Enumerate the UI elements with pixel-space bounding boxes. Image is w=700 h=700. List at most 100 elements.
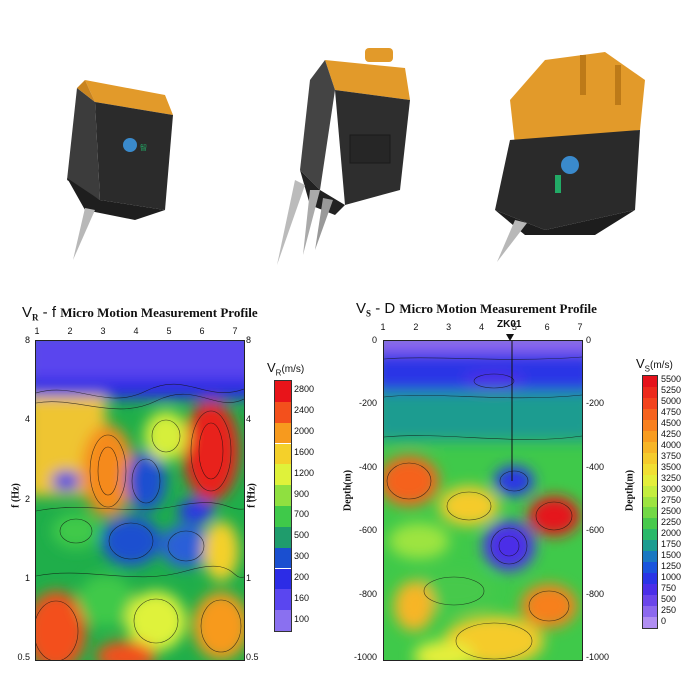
left-colorbar-segment [275,401,291,423]
left-colorbar-segment [275,589,291,611]
right-colorbar-label: 3250 [661,473,682,484]
right-colorbar-label: 2500 [661,505,682,516]
left-y-axis-label-right: f (Hz) [246,483,258,508]
left-top-tick: 5 [166,326,172,336]
right-colorbar-segment [643,430,657,442]
left-colorbar-label: 700 [294,509,310,520]
left-colorbar-label: 160 [294,592,310,603]
left-top-tick: 3 [100,326,106,336]
right-colorbar-label: 500 [661,593,677,604]
sensor-device-middle-image [265,40,415,270]
left-y-tick-right: 0.5 [246,652,259,662]
borehole-marker-icon [506,334,514,341]
left-top-tick: 4 [133,326,139,336]
right-y-tick: -1000 [353,652,377,662]
left-colorbar-segment [275,568,291,590]
right-colorbar-segment [643,397,657,409]
right-colorbar-segment [643,474,657,486]
left-y-tick: 2 [24,493,30,504]
right-colorbar-label: 4750 [661,407,682,418]
left-colorbar-title: VR(m/s) [267,360,305,378]
right-y-axis-label: Depth(m) [342,469,354,512]
right-colorbar-label: 1500 [661,549,682,560]
right-colorbar-label: 250 [661,604,677,615]
right-top-tick: 3 [446,322,452,332]
right-colorbar-segment [643,419,657,431]
right-colorbar-label: 1000 [661,571,682,582]
right-colorbar-label: 3500 [661,462,682,473]
right-y-tick-right: -200 [586,398,605,409]
left-y-tick-right: 1 [246,572,252,583]
right-top-tick: 1 [380,322,386,332]
right-colorbar-label: 0 [661,615,667,626]
right-y-tick-right: -600 [586,525,605,536]
right-colorbar-segment [643,463,657,475]
right-colorbar-label: 4500 [661,418,682,429]
left-colorbar-label: 100 [294,613,310,624]
right-y-tick: -800 [358,588,377,599]
left-colorbar-label: 2400 [294,405,315,416]
left-y-tick: 0.5 [17,652,30,662]
right-y-tick: -400 [358,461,377,472]
left-colorbar-label: 2800 [294,384,315,395]
right-colorbar-segment [643,376,657,387]
left-colorbar-label: 1600 [294,446,315,457]
right-colorbar-segment [643,441,657,453]
right-colorbar-label: 1750 [661,538,682,549]
right-colorbar-label: 3750 [661,451,682,462]
left-colorbar-label: 900 [294,488,310,499]
right-top-tick: 4 [478,322,485,332]
left-colorbar-label: 300 [294,551,310,562]
right-colorbar [642,375,658,629]
right-contour-plot [383,340,583,661]
right-colorbar-label: 5500 [661,374,682,385]
right-colorbar-label: 4250 [661,429,682,440]
right-colorbar-label: 1250 [661,560,682,571]
right-colorbar-segment [643,518,657,530]
right-y-tick-right: -800 [586,588,605,599]
right-y-tick-right: -1000 [586,652,610,662]
right-top-tick: 2 [413,322,419,332]
right-colorbar-segment [643,584,657,596]
right-y-tick: 0 [371,335,377,345]
right-top-tick: 5 [511,322,517,332]
right-y-tick-right: 0 [586,335,592,345]
left-y-tick-right: 8 [246,335,252,345]
right-colorbar-segment [643,496,657,508]
left-colorbar-segment [275,443,291,465]
right-y-tick-right: -400 [586,461,605,472]
left-colorbar [274,380,292,632]
right-colorbar-segment [643,617,657,628]
left-colorbar-label: 2000 [294,426,315,437]
left-chart-title: VR - f Micro Motion Measurement Profile [22,304,258,323]
left-top-tick: 2 [67,326,73,336]
right-top-tick: 6 [544,322,550,332]
right-colorbar-segment [643,540,657,552]
right-colorbar-label: 2250 [661,516,682,527]
left-top-tick: 1 [34,326,40,336]
right-colorbar-label: 5250 [661,385,682,396]
left-colorbar-label: 200 [294,571,310,582]
sensor-device-right-image [485,40,655,270]
left-colorbar-segment [275,506,291,527]
right-y-axis-label-right: Depth(m) [624,469,636,512]
right-y-tick: -200 [358,398,377,409]
left-y-tick-right: 4 [246,414,252,425]
right-colorbar-segment [643,573,657,585]
right-colorbar-segment [643,529,657,541]
right-top-tick: 7 [577,322,583,332]
right-colorbar-label: 750 [661,582,677,593]
left-colorbar-segment [275,485,291,506]
right-colorbar-segment [643,551,657,563]
left-y-tick: 8 [24,335,30,345]
sensor-device-left-image: 智 [55,60,185,270]
left-colorbar-label: 1200 [294,467,315,478]
left-top-tick: 7 [232,326,238,336]
svg-text:智: 智 [140,143,147,152]
right-colorbar-label: 3000 [661,484,682,495]
left-colorbar-label: 500 [294,530,310,541]
right-colorbar-segment [643,386,657,398]
right-colorbar-segment [643,452,657,464]
left-y-tick: 4 [24,414,30,425]
left-colorbar-segment [275,381,291,402]
